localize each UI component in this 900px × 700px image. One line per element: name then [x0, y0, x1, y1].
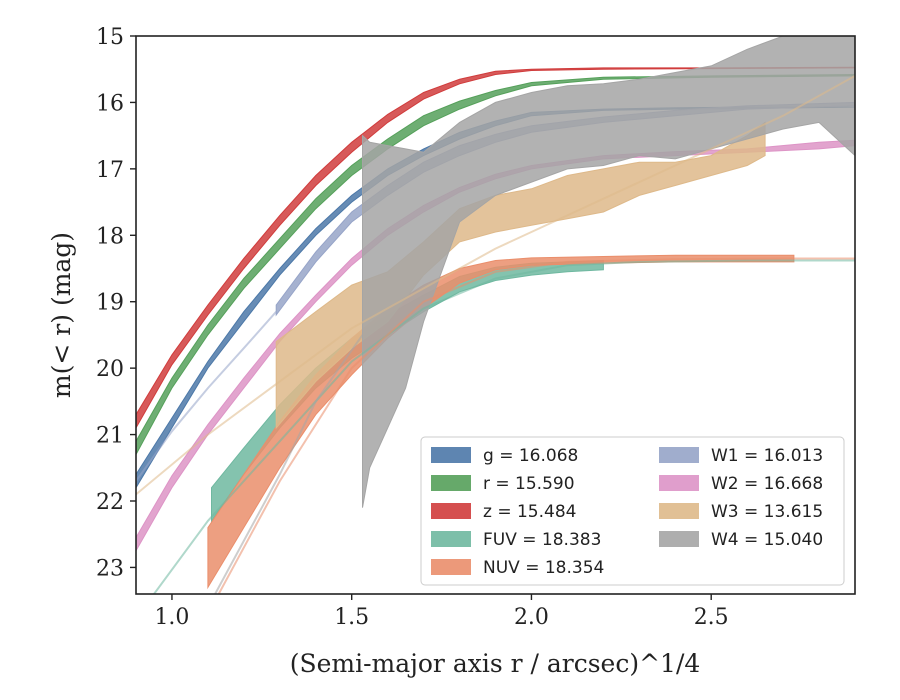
line-fuv — [153, 259, 855, 594]
band-w4 — [362, 36, 855, 508]
data-bands — [136, 36, 855, 590]
legend-swatch-w1 — [659, 447, 699, 463]
legend-swatch-z — [431, 503, 471, 519]
plot-frame — [135, 35, 856, 595]
legend-label-fuv: FUV = 18.383 — [483, 530, 601, 550]
x-axis: 1.0 1.5 2.0 2.5 — [154, 594, 729, 630]
legend-label-w3: W3 = 13.615 — [711, 502, 823, 522]
line-w3 — [136, 75, 855, 496]
legend-label-r: r = 15.590 — [483, 474, 575, 494]
x-axis-label: (Semi-major axis r / arcsec)^1/4 — [290, 649, 701, 678]
y-tick-label: 18 — [96, 224, 124, 249]
x-tick-label: 2.5 — [694, 605, 729, 630]
y-tick-label: 15 — [96, 25, 124, 50]
band-z — [136, 66, 855, 429]
legend-label-nuv: NUV = 18.354 — [483, 558, 604, 578]
legend-swatch-r — [431, 475, 471, 491]
x-tick-label: 2.0 — [514, 605, 549, 630]
legend-swatch-w3 — [659, 503, 699, 519]
y-tick-label: 23 — [96, 556, 124, 581]
legend-swatch-nuv — [431, 559, 471, 575]
line-nuv — [217, 257, 855, 594]
legend-label-w4: W4 = 15.040 — [711, 530, 823, 550]
line-w4 — [214, 334, 364, 594]
legend-box — [420, 436, 845, 586]
x-tick-label: 1.5 — [334, 605, 369, 630]
legend-label-g: g = 16.068 — [483, 446, 578, 466]
extrapolation-lines — [136, 75, 855, 594]
y-axis: 15 16 17 18 19 20 21 22 23 — [96, 25, 136, 581]
legend-swatch-fuv — [431, 531, 471, 547]
x-tick-label: 1.0 — [154, 605, 189, 630]
legend: g = 16.068 r = 15.590 z = 15.484 FUV = 18.3… — [420, 436, 845, 586]
y-axis-label: m(< r) (mag) — [47, 232, 76, 398]
y-tick-label: 16 — [96, 91, 124, 116]
legend-swatch-w4 — [659, 531, 699, 547]
y-tick-label: 21 — [96, 424, 124, 449]
y-tick-label: 17 — [96, 158, 124, 183]
legend-swatch-w2 — [659, 475, 699, 491]
line-w1 — [136, 311, 277, 482]
y-tick-label: 22 — [96, 490, 124, 515]
legend-swatch-g — [431, 447, 471, 463]
y-tick-label: 19 — [96, 291, 124, 316]
band-w2 — [136, 139, 855, 552]
x-axis-label-main: (Semi-major axis r / arcsec)^1/4 — [290, 649, 701, 678]
y-tick-label: 20 — [96, 357, 124, 382]
band-r — [136, 73, 855, 455]
legend-label-z: z = 15.484 — [483, 502, 576, 522]
legend-label-w1: W1 = 16.013 — [711, 446, 823, 466]
legend-label-w2: W2 = 16.668 — [711, 474, 823, 494]
